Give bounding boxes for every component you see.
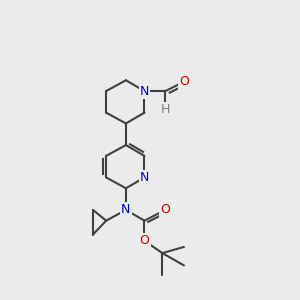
Text: N: N [140, 85, 149, 98]
Text: H: H [161, 103, 170, 116]
Text: O: O [140, 234, 149, 247]
Text: N: N [121, 203, 130, 216]
Text: N: N [140, 171, 149, 184]
Text: O: O [179, 75, 189, 88]
Text: O: O [160, 203, 170, 216]
